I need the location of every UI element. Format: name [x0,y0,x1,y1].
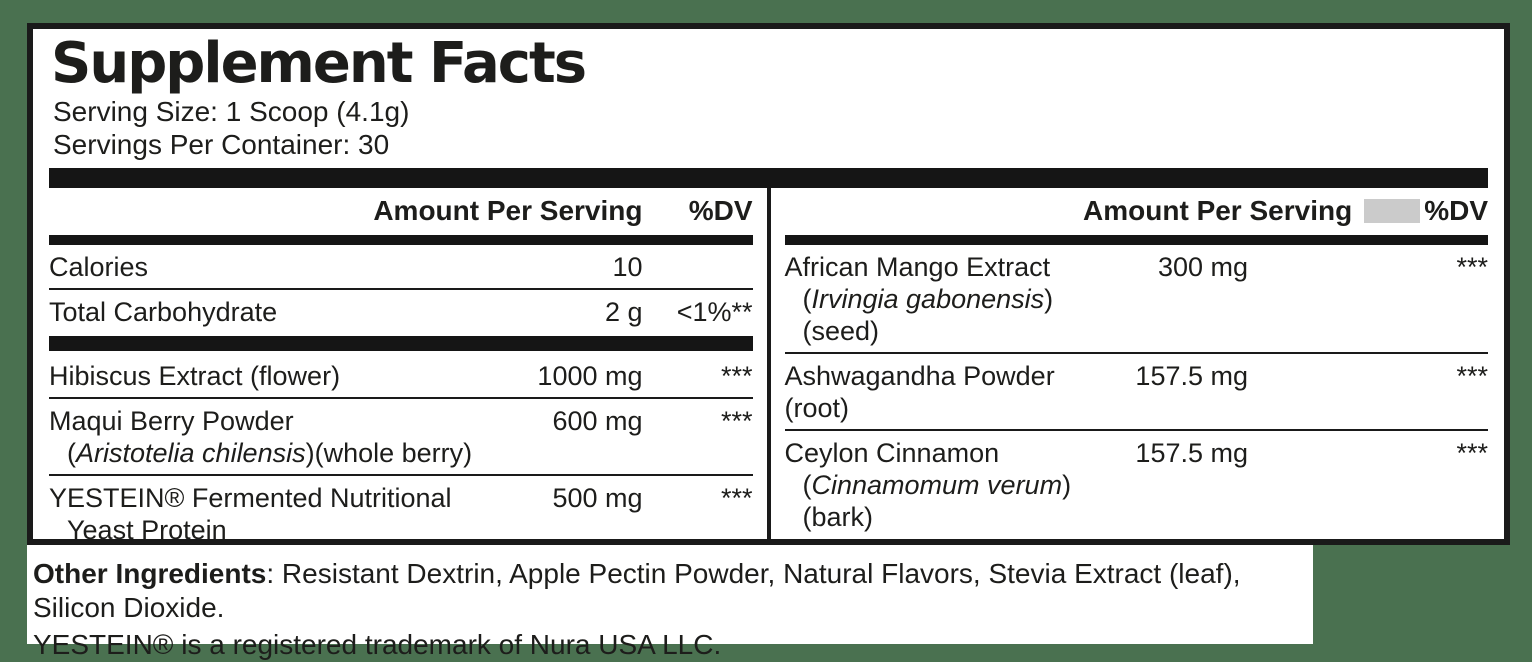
other-ingredients-line: Other Ingredients: Resistant Dextrin, Ap… [33,557,1305,625]
amount-value: 10 [612,252,643,282]
servings-per-container-text: Servings Per Container: 30 [53,129,390,160]
ingredient-row: Maqui Berry Powder (Aristotelia chilensis… [49,399,753,476]
dv-value: *** [1456,438,1488,468]
amount-value: 600 mg [552,406,643,436]
ingredient-rows-left: Calories 10 Total Carbohydrate 2 g <1%** Hibi… [49,245,753,545]
ingredient-row: Ashwagandha Powder (root) 157.5 mg *** [784,354,1488,431]
facts-columns: Amount Per Serving %DV Calories 10 Total C… [49,188,1488,539]
dv-value: <1%** [676,297,753,327]
amount-value: 157.5 mg [1135,438,1248,468]
subline-latin-name: Irvingia gabonensis [811,284,1045,314]
subline-prefix: ( [802,470,812,500]
ingredient-row: Hibiscus Extract (flower) 1000 mg *** [49,354,753,399]
amount-value: 500 mg [552,483,643,513]
amount-per-serving-header: Amount Per Serving [373,195,643,226]
section-divider-bar [49,336,753,351]
ingredient-row: Calories 10 [49,245,753,290]
panel-title: Supplement Facts [51,31,587,96]
ingredient-name-cell: African Mango Extract (Irvingia gabonensi… [785,251,1099,347]
facts-column-left: Amount Per Serving %DV Calories 10 Total C… [49,188,767,539]
dv-value: *** [720,483,753,513]
dv-value: *** [1456,361,1488,391]
ingredient-name: Maqui Berry Powder [49,406,294,436]
amount-value: 1000 mg [537,361,643,391]
header-underline-bar [49,235,753,245]
ingredient-name-cell: Calories [49,251,493,283]
gray-placeholder-box [1364,199,1421,223]
ingredient-name: Hibiscus Extract (flower) [49,361,341,391]
subline-prefix: ( [67,438,76,468]
column-header-left: Amount Per Serving %DV [49,188,753,235]
ingredient-name-cell: Ceylon Cinnamon (Cinnamomum verum)(bark) [785,437,1099,533]
ingredient-row: Total Carbohydrate 2 g <1%** [49,290,753,333]
serving-size-text: Serving Size: 1 Scoop (4.1g) [53,96,410,127]
amount-value: 300 mg [1157,252,1248,282]
ingredient-name: Ceylon Cinnamon [784,438,1000,468]
ingredient-name: YESTEIN® Fermented Nutritional [49,483,452,513]
ingredient-name: Calories [49,252,149,282]
ingredient-subline: Yeast Protein [49,514,493,545]
ingredient-name-cell: YESTEIN® Fermented Nutritional Yeast Prot… [49,482,493,545]
subline-suffix: )(seed) [802,284,1054,346]
ingredient-subline: (Irvingia gabonensis)(seed) [785,283,1099,347]
ingredient-rows-right: African Mango Extract (Irvingia gabonensi… [784,245,1489,539]
percent-dv-header: %DV [1424,195,1488,226]
ingredient-name: Total Carbohydrate [49,297,278,327]
ingredient-name: Ashwagandha Powder (root) [784,361,1055,423]
ingredient-name-cell: Maqui Berry Powder (Aristotelia chilensis… [49,405,493,469]
amount-value: 157.5 mg [1135,361,1248,391]
ingredient-row: YESTEIN® Fermented Nutritional Yeast Prot… [49,476,753,545]
dv-value: *** [720,406,753,436]
trademark-line: YESTEIN® is a registered trademark of Nu… [33,629,722,660]
ingredient-row: Ceylon Cinnamon (Cinnamomum verum)(bark) 1… [785,431,1489,538]
column-header-right: Amount Per Serving %DV [785,188,1488,235]
header-underline-bar [784,235,1488,245]
ingredient-name-cell: Ashwagandha Powder (root) [785,360,1099,424]
footer-caption: Other Ingredients: Resistant Dextrin, Ap… [27,545,1313,660]
subline-prefix: ( [802,284,812,314]
subline-prefix: Yeast Protein [67,515,227,545]
ingredient-name-cell: Hibiscus Extract (flower) [49,360,493,392]
subline-latin-name: Cinnamomum verum [811,470,1063,500]
supplement-facts-panel: Supplement Facts Serving Size: 1 Scoop (… [27,23,1510,545]
percent-dv-header: %DV [688,195,753,226]
ingredient-row: African Mango Extract (Irvingia gabonensi… [784,245,1488,354]
top-section-bar [49,168,1488,188]
ingredient-name: African Mango Extract [784,252,1051,282]
ingredient-name-cell: Total Carbohydrate [49,296,493,328]
subline-suffix: )(whole berry) [305,438,473,468]
ingredient-subline: (Cinnamomum verum)(bark) [785,469,1099,533]
ingredient-subline: (Aristotelia chilensis)(whole berry) [49,437,493,469]
dv-value: *** [720,361,753,391]
other-ingredients-text: : Resistant Dextrin, Apple Pectin Powder… [33,558,1241,623]
other-ingredients-label: Other Ingredients [33,558,267,589]
subline-suffix: )(bark) [802,470,1072,532]
subline-latin-name: Aristotelia chilensis [76,438,306,468]
amount-value: 2 g [604,297,643,327]
facts-column-right: Amount Per Serving %DV African Mango Ext… [766,188,1488,539]
dv-value: *** [1456,252,1488,282]
amount-per-serving-header: Amount Per Serving [1083,195,1353,226]
